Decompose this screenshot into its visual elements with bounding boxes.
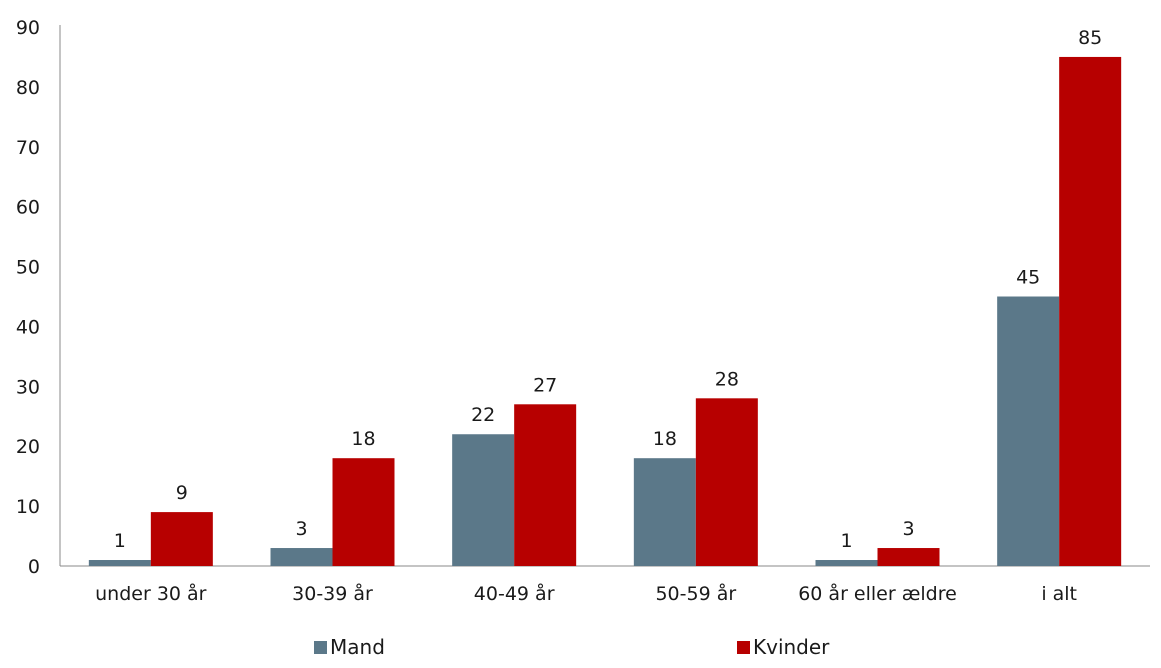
- legend-item-mand: Mand: [314, 635, 385, 659]
- legend-swatch: [737, 641, 750, 654]
- y-tick-label: 10: [16, 496, 40, 518]
- data-label: 85: [1078, 27, 1102, 49]
- data-label: 1: [114, 530, 126, 552]
- y-tick-label: 40: [16, 316, 40, 338]
- y-tick-label: 20: [16, 436, 40, 458]
- bar-kvinder: [877, 548, 940, 566]
- y-tick-label: 50: [16, 257, 40, 279]
- y-tick-label: 60: [16, 197, 40, 219]
- legend-label: Mand: [330, 635, 385, 659]
- x-tick-label: i alt: [1041, 583, 1077, 605]
- bar-mand: [815, 560, 878, 566]
- bar-mand: [270, 548, 333, 566]
- x-tick-label: 50-59 år: [655, 582, 736, 605]
- x-tick-label: under 30 år: [95, 582, 207, 605]
- bar-mand: [633, 458, 696, 566]
- x-tick-label: 60 år eller ældre: [798, 582, 957, 605]
- legend-label: Kvinder: [753, 635, 830, 659]
- data-label: 1: [840, 530, 852, 552]
- data-label: 28: [715, 368, 739, 390]
- bar-mand: [452, 434, 515, 566]
- data-label: 3: [295, 518, 307, 540]
- data-label: 45: [1016, 267, 1040, 289]
- data-label: 27: [533, 374, 557, 396]
- labels: 1 3 22 18 1 45 9 18 27 28 3 85: [114, 27, 1102, 552]
- x-tick-label: 30-39 år: [292, 582, 373, 605]
- bars: [88, 56, 1122, 566]
- data-label: 18: [653, 428, 677, 450]
- data-label: 22: [471, 404, 495, 426]
- legend: Mand Kvinder: [314, 635, 830, 659]
- bar-mand: [997, 296, 1060, 566]
- y-tick-label: 30: [16, 376, 40, 398]
- bar-kvinder: [514, 404, 577, 566]
- legend-swatch: [314, 641, 327, 654]
- data-label: 3: [902, 518, 914, 540]
- data-label: 9: [176, 482, 188, 504]
- x-tick-label: 40-49 år: [474, 582, 555, 605]
- y-tick-label: 70: [16, 137, 40, 159]
- bar-mand: [88, 560, 151, 566]
- bar-kvinder: [1059, 56, 1122, 566]
- bar-kvinder: [695, 398, 758, 566]
- axes: 0 10 20 30 40 50 60 70 80 90 under 30 år 30-39 år 40…: [16, 17, 1150, 605]
- data-label: 18: [351, 428, 375, 450]
- legend-item-kvinder: Kvinder: [737, 635, 830, 659]
- y-tick-label: 80: [16, 77, 40, 99]
- bar-kvinder: [332, 458, 395, 566]
- bar-kvinder: [150, 512, 213, 566]
- y-tick-label: 90: [16, 17, 40, 39]
- y-tick-label: 0: [28, 556, 40, 578]
